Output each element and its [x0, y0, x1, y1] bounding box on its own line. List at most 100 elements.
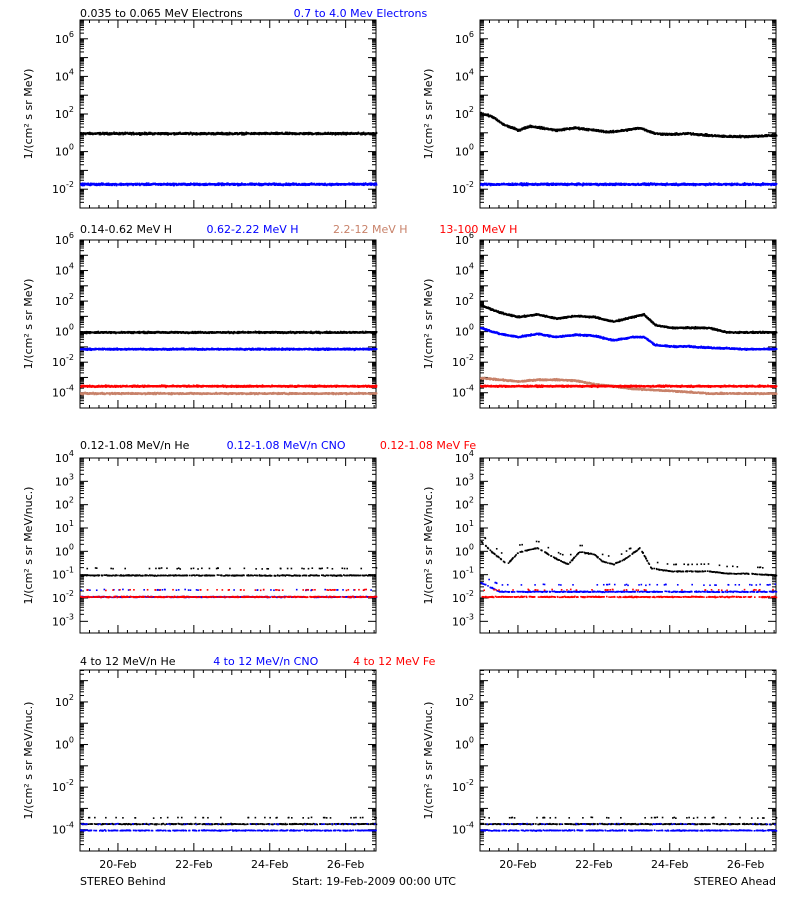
data-point	[373, 182, 376, 185]
data-point	[362, 131, 365, 134]
data-point	[143, 133, 146, 136]
data-point	[355, 183, 357, 185]
data-point	[263, 131, 266, 134]
legend-label: 0.7 to 4.0 Mev Electrons	[294, 7, 428, 20]
data-point	[243, 134, 245, 136]
data-point	[309, 131, 312, 134]
data-point	[103, 133, 106, 135]
data-point	[129, 131, 131, 134]
data-point	[350, 131, 353, 134]
data-point	[105, 132, 107, 134]
data-point	[337, 133, 340, 136]
data-point	[139, 134, 142, 136]
data-point	[99, 131, 102, 134]
data-point	[220, 131, 223, 134]
y-tick-label: 106	[55, 30, 74, 46]
legend-label: 2.2-12 MeV H	[333, 223, 408, 236]
data-point	[362, 182, 365, 185]
data-point	[140, 133, 143, 136]
data-point	[528, 126, 531, 129]
data-point	[172, 133, 175, 135]
data-point	[375, 184, 378, 186]
data-point	[188, 183, 191, 185]
data-point	[255, 182, 258, 185]
data-point	[115, 184, 118, 187]
data-point	[344, 133, 347, 136]
data-point	[310, 182, 313, 184]
data-point	[357, 131, 360, 134]
data-point	[375, 182, 378, 185]
data-point	[199, 182, 201, 185]
data-point	[145, 184, 147, 187]
data-point	[138, 132, 141, 134]
data-point	[352, 182, 354, 184]
data-point	[519, 130, 522, 132]
data-point	[539, 128, 542, 130]
legend-row-3: 0.12-1.08 MeV/n He 0.12-1.08 MeV/n CNO 0.1…	[80, 439, 476, 452]
data-point	[527, 126, 530, 129]
legend-label: 0.12-1.08 MeV Fe	[380, 439, 476, 452]
data-point	[307, 131, 310, 134]
data-point	[634, 128, 636, 131]
data-point	[487, 114, 489, 117]
data-point	[286, 131, 289, 134]
data-point	[145, 131, 148, 134]
data-point	[538, 125, 541, 128]
data-point	[317, 131, 320, 134]
data-point	[136, 182, 139, 185]
data-point	[126, 131, 129, 134]
data-point	[506, 124, 509, 127]
legend-label: 0.12-1.08 MeV/n He	[80, 439, 190, 452]
y-axis-label: 1/(cm² s sr MeV)	[422, 69, 435, 160]
data-point	[134, 182, 137, 185]
data-point	[558, 129, 561, 132]
legend-label: 4 to 12 MeV/n He	[80, 655, 176, 668]
y-tick-label: 102	[55, 105, 74, 121]
data-point	[324, 182, 326, 185]
data-point	[203, 131, 206, 134]
data-point	[313, 182, 315, 185]
data-point	[608, 132, 610, 134]
data-point	[638, 128, 640, 130]
data-point	[324, 131, 326, 134]
data-point	[298, 133, 301, 136]
data-point	[487, 113, 490, 116]
data-point	[343, 184, 345, 186]
data-point	[185, 133, 187, 136]
data-point	[115, 131, 118, 134]
data-point	[323, 133, 325, 136]
data-point	[501, 122, 504, 125]
data-point	[285, 182, 287, 185]
legend-row-1: 0.035 to 0.065 MeV Electrons 0.7 to 4.0 M…	[80, 7, 428, 20]
data-point	[649, 130, 652, 132]
data-point	[138, 182, 141, 185]
legend-label: 0.12-1.08 MeV/n CNO	[227, 439, 346, 452]
data-point	[292, 182, 294, 184]
panel-frame	[479, 19, 777, 209]
data-point	[228, 133, 231, 136]
data-point	[592, 128, 595, 130]
data-point	[132, 131, 135, 134]
data-point	[82, 182, 85, 185]
data-point	[530, 126, 533, 129]
data-point	[252, 132, 255, 134]
data-point	[568, 128, 571, 131]
data-point	[242, 133, 244, 136]
data-point	[226, 134, 228, 136]
data-point	[260, 183, 262, 185]
data-point	[113, 184, 116, 187]
data-point	[630, 129, 633, 131]
data-point	[221, 133, 223, 136]
data-point	[192, 132, 195, 134]
data-point	[540, 127, 543, 130]
y-tick-label: 10-2	[52, 180, 74, 196]
data-point	[167, 133, 170, 136]
data-point	[342, 131, 345, 134]
data-point	[174, 183, 177, 186]
data-point	[264, 133, 267, 136]
legend-row-2: 0.14-0.62 MeV H 0.62-2.22 MeV H 2.2-12 MeV…	[80, 223, 517, 236]
data-point	[563, 129, 566, 132]
data-point	[775, 134, 778, 137]
data-point	[375, 132, 378, 134]
